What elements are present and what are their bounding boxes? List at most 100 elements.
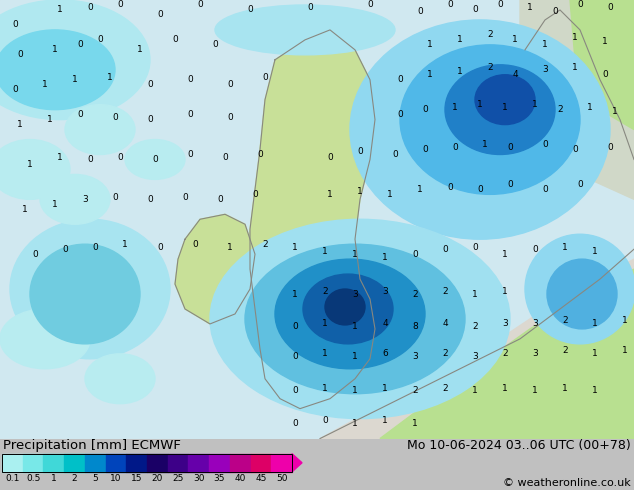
Text: 4: 4	[442, 319, 448, 328]
Text: 1: 1	[602, 37, 608, 47]
Text: 0: 0	[452, 143, 458, 152]
Text: 1: 1	[352, 322, 358, 331]
Text: 0: 0	[292, 322, 298, 331]
Text: 0: 0	[422, 145, 428, 154]
Text: 5: 5	[93, 474, 98, 483]
Text: 0: 0	[97, 35, 103, 45]
Text: 1: 1	[357, 187, 363, 196]
Text: 1: 1	[22, 205, 28, 214]
Text: 1: 1	[512, 35, 518, 45]
Text: 4: 4	[382, 319, 388, 328]
Bar	[64, 454, 85, 472]
Text: 1: 1	[612, 107, 618, 116]
Text: 1: 1	[452, 103, 458, 112]
Text: 0: 0	[112, 113, 118, 122]
Ellipse shape	[65, 105, 135, 154]
Text: 20: 20	[152, 474, 163, 483]
Text: 1: 1	[562, 243, 568, 252]
Bar	[126, 454, 147, 472]
Text: 0: 0	[572, 145, 578, 154]
Text: 0: 0	[112, 193, 118, 202]
Text: 0: 0	[247, 5, 253, 15]
Text: 0: 0	[307, 3, 313, 12]
Ellipse shape	[475, 75, 535, 124]
Text: 3: 3	[352, 290, 358, 298]
Bar	[250, 454, 271, 472]
Text: 0: 0	[227, 113, 233, 122]
Text: 1: 1	[292, 243, 298, 252]
Text: 0: 0	[472, 5, 478, 15]
Text: 1: 1	[122, 240, 128, 249]
Text: Precipitation [mm] ECMWF: Precipitation [mm] ECMWF	[3, 439, 181, 452]
Text: 0: 0	[577, 0, 583, 9]
Text: 0: 0	[217, 195, 223, 204]
Text: 1: 1	[542, 40, 548, 49]
Text: 0: 0	[552, 7, 558, 17]
Text: 1: 1	[592, 349, 598, 358]
Ellipse shape	[210, 220, 510, 418]
Text: 30: 30	[193, 474, 205, 483]
Text: 1: 1	[592, 319, 598, 328]
Text: 0: 0	[157, 10, 163, 20]
Text: 1: 1	[42, 80, 48, 89]
Text: 0: 0	[212, 40, 218, 49]
Text: 2: 2	[442, 287, 448, 295]
Text: 0: 0	[357, 147, 363, 156]
Text: 8: 8	[412, 322, 418, 331]
Text: 0: 0	[147, 80, 153, 89]
Text: 2: 2	[502, 349, 508, 358]
Text: 0: 0	[117, 0, 123, 9]
Text: 0: 0	[417, 7, 423, 17]
Ellipse shape	[30, 244, 140, 344]
Text: 1: 1	[502, 384, 508, 393]
Ellipse shape	[303, 274, 393, 344]
Text: 0: 0	[32, 250, 38, 259]
Text: 2: 2	[412, 386, 418, 395]
Polygon shape	[520, 0, 634, 199]
Text: 1: 1	[592, 246, 598, 256]
Ellipse shape	[10, 220, 170, 359]
Text: 0: 0	[187, 75, 193, 84]
Bar	[271, 454, 292, 472]
Text: 1: 1	[532, 100, 538, 109]
Text: 3: 3	[82, 195, 88, 204]
Text: 0: 0	[292, 386, 298, 395]
Bar	[230, 454, 250, 472]
Text: 0: 0	[77, 40, 83, 49]
Text: 0: 0	[62, 245, 68, 254]
Text: 4: 4	[512, 70, 518, 79]
Ellipse shape	[0, 0, 150, 120]
Text: 0: 0	[447, 183, 453, 192]
Text: 1: 1	[52, 46, 58, 54]
Text: 1: 1	[427, 40, 433, 49]
Bar	[168, 454, 188, 472]
Text: 0: 0	[77, 110, 83, 119]
Text: 0: 0	[92, 243, 98, 252]
Bar	[147, 454, 168, 472]
Text: 0: 0	[12, 85, 18, 94]
Text: 0: 0	[477, 185, 483, 194]
Text: 40: 40	[235, 474, 246, 483]
Ellipse shape	[245, 244, 465, 393]
Text: 0: 0	[442, 245, 448, 254]
Polygon shape	[320, 259, 634, 439]
Text: 0: 0	[367, 0, 373, 9]
Text: 0: 0	[87, 3, 93, 12]
Text: 1: 1	[51, 474, 56, 483]
Text: 3: 3	[532, 349, 538, 358]
Text: 0: 0	[327, 153, 333, 162]
Text: 0: 0	[397, 75, 403, 84]
Bar	[85, 454, 106, 472]
Text: 0: 0	[532, 245, 538, 254]
Text: 2: 2	[472, 322, 478, 331]
Text: 1: 1	[17, 120, 23, 129]
Text: 1: 1	[387, 190, 393, 199]
Text: 3: 3	[502, 319, 508, 328]
Polygon shape	[250, 30, 375, 409]
Ellipse shape	[350, 20, 610, 239]
Ellipse shape	[0, 309, 90, 369]
Text: 0: 0	[192, 240, 198, 249]
Ellipse shape	[275, 259, 425, 369]
Text: 1: 1	[482, 140, 488, 149]
Text: 1: 1	[527, 3, 533, 12]
